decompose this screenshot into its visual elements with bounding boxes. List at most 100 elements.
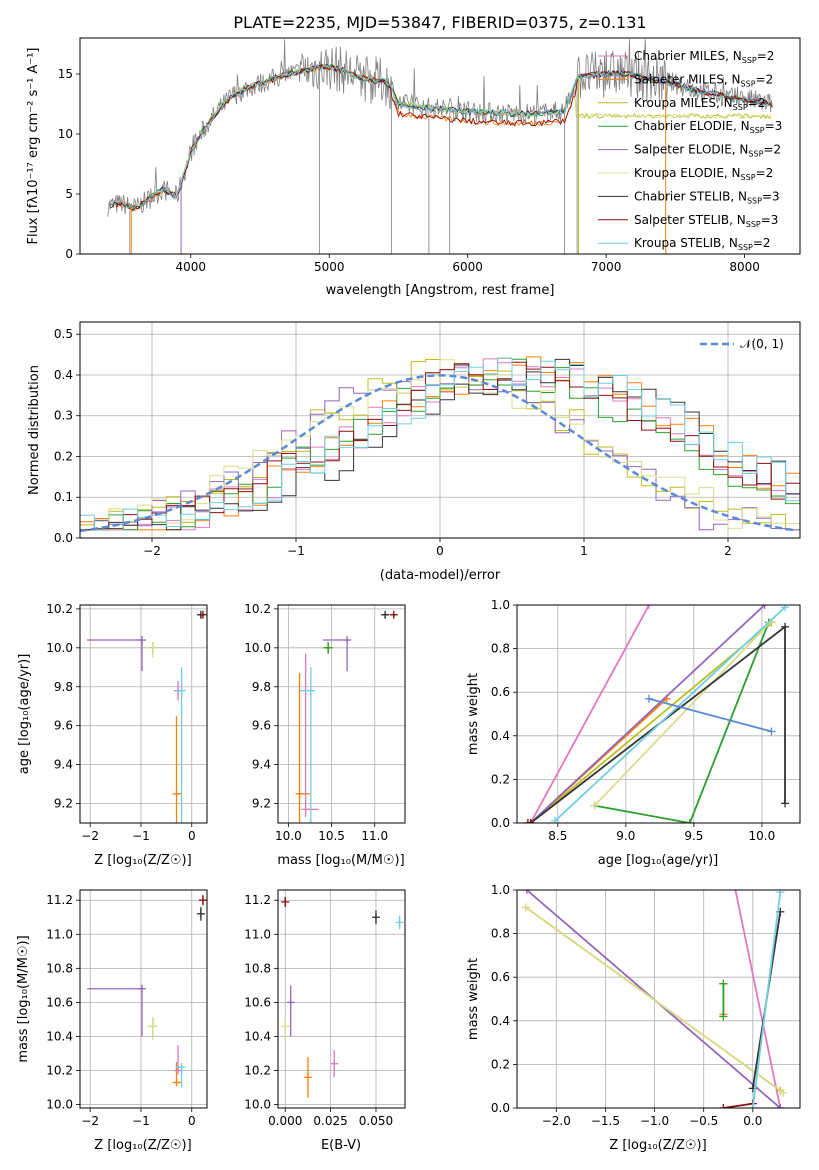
y-tick-label: 10.2: [244, 602, 271, 616]
spectrum-frame: [79, 37, 801, 255]
x-tick-label: 1: [580, 544, 588, 558]
y-tick-label: 0.2: [491, 1057, 510, 1071]
histogram-legend: 𝒩(0, 1): [700, 337, 784, 351]
mass-vs-z-frame: [79, 889, 208, 1109]
y-tick-label: 9.8: [252, 680, 271, 694]
point-salpeter-stelib: [198, 610, 207, 619]
y-tick-label: 9.2: [54, 797, 73, 811]
y-tick-label: 10.4: [46, 1029, 73, 1043]
point-salpeter-elodie: [87, 984, 146, 1037]
y-tick-label: 10.0: [46, 641, 73, 655]
y-tick-label: 0.0: [54, 531, 73, 545]
weight-line: [648, 697, 772, 733]
point-chabrier-stelib: [196, 907, 205, 921]
y-tick-label: 10: [58, 127, 73, 141]
weight-vs-age-ylabel: mass weight: [466, 673, 481, 755]
mass-vs-ebv-panel: 0.000 0.025 0.050 10.0 10.2 10.4 10.6 10.8 11.0 1…: [244, 889, 406, 1153]
line-kroupa-elodie: [590, 618, 775, 810]
normal-curve: [79, 374, 798, 533]
y-tick-label: 1.0: [491, 598, 510, 612]
point-kroupa-stelib: [175, 667, 186, 823]
model-salpeter-stelib: [115, 63, 773, 211]
spectrum-panel: 4000 5000 6000 7000 8000 0 5 10 15 wavelength [A…: [26, 37, 801, 298]
mass-vs-z-xlabel: Z [log₁₀(Z/Z☉)]: [94, 1138, 191, 1153]
point-salpeter-stelib: [198, 895, 207, 906]
weight-line: [593, 621, 771, 807]
x-tick-label: 0.050: [359, 1114, 393, 1128]
mass-vs-ebv-xlabel: E(B-V): [321, 1138, 361, 1153]
line-salpeter-stelib: [523, 819, 535, 823]
spectrum-legend: Chabrier MILES, NSSP=2 Salpeter MILES, NS…: [598, 49, 782, 252]
mass-vs-z-ylabel: mass [log₁₀(M/M☉)]: [16, 935, 31, 1062]
x-tick-label: 7000: [591, 260, 622, 274]
y-tick-label: 15: [58, 67, 73, 81]
point-salpeter-miles: [303, 1056, 312, 1098]
legend-label-chabrier-elodie: Chabrier ELODIE, NSSP=3: [634, 119, 782, 135]
y-tick-label: 10.8: [46, 961, 73, 975]
y-tick-label: 0.6: [491, 970, 510, 984]
x-tick-label: 2: [724, 544, 732, 558]
weight-line: [734, 890, 782, 1108]
x-tick-label: 4000: [175, 260, 206, 274]
y-tick-label: 0.0: [491, 1101, 510, 1115]
point-salpeter-stelib: [389, 610, 398, 619]
line-chabrier-elodie: [719, 979, 728, 1021]
age-vs-z-frame: [79, 604, 208, 824]
legend-label-chabrier-stelib: Chabrier STELIB, NSSP=3: [634, 189, 780, 205]
point-chabrier-miles: [330, 1050, 339, 1078]
weight-line: [529, 605, 650, 823]
point-kroupa-stelib: [395, 915, 404, 930]
age-vs-mass-xlabel: mass [log₁₀(M/M☉)]: [277, 853, 404, 868]
line-salpeter-stelib: [719, 1099, 757, 1108]
weight-vs-z-ylabel: mass weight: [466, 958, 481, 1040]
weight-vs-z-xlabel: Z [log₁₀(Z/Z☉)]: [609, 1138, 706, 1153]
y-tick-label: 1.0: [491, 883, 510, 897]
figure-title: PLATE=2235, MJD=53847, FIBERID=0375, z=0…: [233, 13, 646, 32]
x-tick-label: −1.5: [591, 1114, 620, 1128]
x-tick-label: −1: [132, 829, 150, 843]
y-tick-label: 10.6: [46, 995, 73, 1009]
y-tick-label: 5: [65, 187, 73, 201]
y-tick-label: 10.4: [244, 1029, 271, 1043]
line-kroupa-elodie: [521, 903, 788, 1097]
x-tick-label: 0.000: [268, 1114, 302, 1128]
y-tick-label: 11.0: [244, 927, 271, 941]
legend-label-kroupa-miles: Kroupa MILES, NSSP=2: [634, 96, 765, 112]
y-tick-label: 11.2: [244, 893, 271, 907]
weight-line: [723, 1102, 753, 1108]
line-kroupa-stelib: [748, 890, 785, 1108]
y-tick-label: 10.2: [46, 602, 73, 616]
weight-line: [594, 622, 770, 823]
histogram-panel: −2 −1 0 1 2 0.0 0.1 0.2 0.3 0.4 0.5 (data-model)/e…: [27, 321, 801, 583]
x-tick-label: −2.0: [542, 1114, 571, 1128]
normal-legend-label: 𝒩(0, 1): [740, 337, 784, 351]
point-chabrier-stelib: [381, 610, 390, 619]
weight-vs-z-frame: [516, 889, 801, 1109]
point-chabrier-stelib: [371, 910, 380, 925]
data-spectrum: [107, 39, 773, 217]
x-tick-label: −2: [81, 829, 99, 843]
x-tick-label: −2: [143, 544, 161, 558]
weight-line: [530, 621, 772, 823]
y-tick-label: 0: [65, 247, 73, 261]
point-salpeter-miles: [295, 673, 310, 823]
line-chabrier-miles: [526, 605, 653, 823]
age-vs-mass-frame: [277, 604, 406, 824]
x-tick-label: 8.5: [548, 829, 567, 843]
x-tick-label: 9.5: [684, 829, 703, 843]
y-tick-label: 9.4: [54, 758, 73, 772]
x-tick-label: −2: [81, 1114, 99, 1128]
mass-vs-z-panel: −2 −1 0 10.0 10.2 10.4 10.6 10.8 11.0 11.2 Z [log…: [16, 889, 208, 1153]
weight-line: [554, 606, 786, 822]
model-kroupa-elodie: [121, 63, 772, 210]
point-kroupa-elodie: [147, 641, 157, 658]
y-tick-label: 0.3: [54, 409, 73, 423]
x-tick-label: 0.025: [313, 1114, 347, 1128]
age-vs-mass-panel: 10.0 10.5 11.0 9.2 9.4 9.6 9.8 10.0 10.2 mass [l…: [244, 602, 406, 868]
age-vs-z-panel: −2 −1 0 9.2 9.4 9.6 9.8 10.0 10.2 Z [log₁₀(Z/Z☉)…: [17, 602, 208, 868]
y-tick-label: 10.8: [244, 961, 271, 975]
weight-line: [525, 906, 784, 1094]
x-tick-label: 9.0: [616, 829, 635, 843]
y-tick-label: 10.2: [244, 1064, 271, 1078]
x-tick-label: −1: [287, 544, 305, 558]
